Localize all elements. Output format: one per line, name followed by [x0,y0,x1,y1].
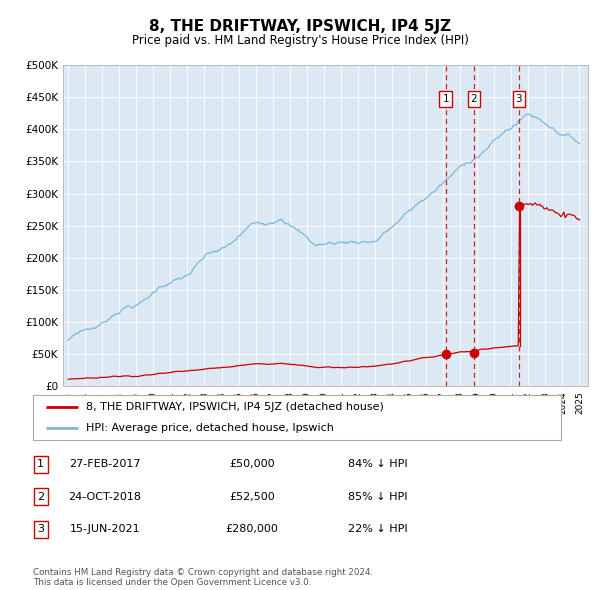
Text: 24-OCT-2018: 24-OCT-2018 [68,492,142,502]
Text: 15-JUN-2021: 15-JUN-2021 [70,525,140,534]
Text: 27-FEB-2017: 27-FEB-2017 [69,460,141,469]
Text: 2: 2 [470,94,477,104]
Text: 8, THE DRIFTWAY, IPSWICH, IP4 5JZ: 8, THE DRIFTWAY, IPSWICH, IP4 5JZ [149,19,451,34]
Text: 1: 1 [442,94,449,104]
Text: £50,000: £50,000 [229,460,275,469]
Text: 3: 3 [37,525,44,534]
Text: 2: 2 [37,492,44,502]
Text: HPI: Average price, detached house, Ipswich: HPI: Average price, detached house, Ipsw… [86,422,334,432]
Text: Price paid vs. HM Land Registry's House Price Index (HPI): Price paid vs. HM Land Registry's House … [131,34,469,47]
Text: 84% ↓ HPI: 84% ↓ HPI [348,460,408,469]
Text: 1: 1 [37,460,44,469]
Text: 22% ↓ HPI: 22% ↓ HPI [348,525,408,534]
Text: £52,500: £52,500 [229,492,275,502]
Text: 85% ↓ HPI: 85% ↓ HPI [348,492,408,502]
Text: £280,000: £280,000 [226,525,278,534]
Text: 8, THE DRIFTWAY, IPSWICH, IP4 5JZ (detached house): 8, THE DRIFTWAY, IPSWICH, IP4 5JZ (detac… [86,402,383,412]
Text: Contains HM Land Registry data © Crown copyright and database right 2024.
This d: Contains HM Land Registry data © Crown c… [33,568,373,587]
Text: 3: 3 [515,94,522,104]
